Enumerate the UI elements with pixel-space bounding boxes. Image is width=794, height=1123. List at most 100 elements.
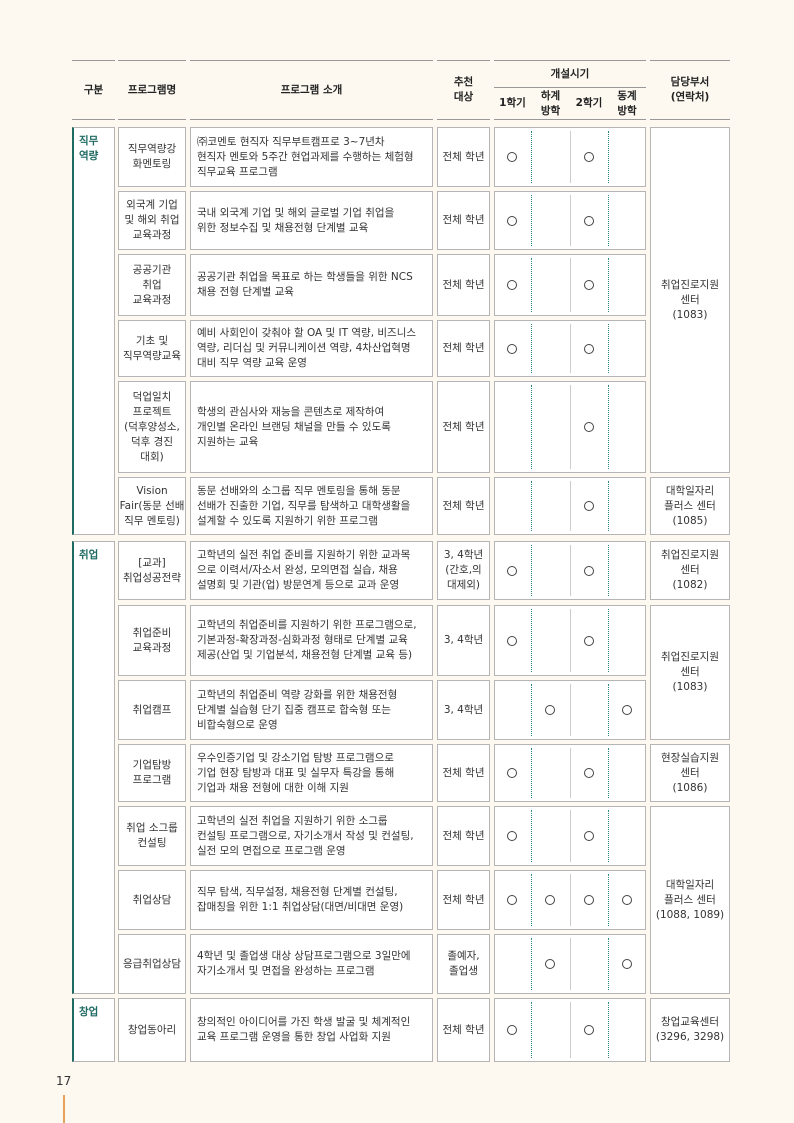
divider <box>608 748 609 798</box>
schedule-mark <box>622 705 632 715</box>
divider <box>570 545 571 596</box>
program-intro: 공공기관 취업을 목표로 하는 학생들을 위한 NCS 채용 전형 단계별 교육 <box>190 254 433 316</box>
program-intro: 직무 탐색, 직무설정, 채용전형 단계별 컨설팅, 잡매칭을 위한 1:1 취… <box>190 870 433 930</box>
program-intro: 4학년 및 졸업생 대상 상담프로그램으로 3일만에 자기소개서 및 면접을 완… <box>190 934 433 994</box>
divider <box>608 684 609 736</box>
header-term: 2학기 <box>570 88 608 120</box>
divider <box>608 131 609 183</box>
divider <box>531 874 532 926</box>
program-name: 취업캠프 <box>118 680 186 740</box>
header-target: 추천 대상 <box>437 60 490 120</box>
program-intro: 고학년의 실전 취업 준비를 지원하기 위한 교과목 으로 이력서/자소서 완성… <box>190 541 433 600</box>
schedule-mark <box>584 1025 594 1035</box>
divider <box>570 1002 571 1058</box>
divider <box>570 385 571 469</box>
program-name: 기초 및 직무역량교육 <box>118 320 186 377</box>
program-name: 외국계 기업 및 해외 취업 교육과정 <box>118 191 186 250</box>
schedule-mark <box>507 895 517 905</box>
program-target: 전체 학년 <box>437 806 490 866</box>
program-target: 전체 학년 <box>437 320 490 377</box>
program-name: 직무역량강 화멘토링 <box>118 127 186 187</box>
divider <box>531 324 532 373</box>
program-intro: 예비 사회인이 갖춰야 할 OA 및 IT 역량, 비즈니스 역량, 리더십 및… <box>190 320 433 377</box>
schedule-mark <box>545 959 555 969</box>
dept: 대학일자리 플러스 센터 (1088, 1089) <box>650 806 730 994</box>
program-target: 전체 학년 <box>437 254 490 316</box>
program-target: 졸예자, 졸업생 <box>437 934 490 994</box>
program-target: 3, 4학년 <box>437 605 490 676</box>
program-intro: 국내 외국계 기업 및 해외 글로벌 기업 취업을 위한 정보수집 및 채용전형… <box>190 191 433 250</box>
divider <box>608 545 609 596</box>
program-intro: 창의적인 아이디어를 가진 학생 발굴 및 체계적인 교육 프로그램 운영을 통… <box>190 998 433 1062</box>
divider <box>531 748 532 798</box>
category: 창업 <box>72 998 115 1062</box>
category: 취업 <box>72 541 115 994</box>
program-target: 전체 학년 <box>437 998 490 1062</box>
program-name: 취업상담 <box>118 870 186 930</box>
divider <box>570 481 571 531</box>
divider <box>570 324 571 373</box>
schedule-mark <box>584 152 594 162</box>
schedule-mark <box>507 768 517 778</box>
divider <box>608 874 609 926</box>
schedule-mark <box>507 635 517 646</box>
program-name: 기업탐방 프로그램 <box>118 744 186 802</box>
program-intro: 고학년의 취업준비 역량 강화를 위한 채용전형 단계별 실습형 단기 집중 캠… <box>190 680 433 740</box>
page-number: 17 <box>56 1074 72 1088</box>
divider <box>531 195 532 246</box>
divider <box>531 938 532 990</box>
schedule-mark <box>584 501 594 511</box>
schedule-mark <box>584 280 594 290</box>
schedule-mark <box>507 215 517 226</box>
schedule-mark <box>507 565 517 576</box>
header-term: 동계 방학 <box>608 88 646 120</box>
dept: 현장실습지원 센터 (1086) <box>650 744 730 802</box>
program-intro: 우수인증기업 및 강소기업 탐방 프로그램으로 기업 현장 탐방과 대표 및 실… <box>190 744 433 802</box>
divider <box>570 938 571 990</box>
header-term: 하계 방학 <box>531 88 570 120</box>
schedule-mark <box>584 895 594 905</box>
divider <box>608 324 609 373</box>
schedule-mark <box>545 895 555 905</box>
schedule-mark <box>507 152 517 162</box>
divider <box>531 810 532 862</box>
header-period: 개설시기 <box>494 60 646 88</box>
divider <box>570 609 571 672</box>
program-target: 전체 학년 <box>437 127 490 187</box>
schedule-mark <box>622 959 632 969</box>
program-name: 덕업일치 프로젝트 (덕후양성소, 덕후 경진 대회) <box>118 381 186 473</box>
category: 직무 역량 <box>72 127 115 535</box>
program-name: 취업준비 교육과정 <box>118 605 186 676</box>
program-name: 공공기관 취업 교육과정 <box>118 254 186 316</box>
program-target: 3, 4학년 <box>437 680 490 740</box>
dept: 취업진로지원 센터 (1082) <box>650 541 730 600</box>
header-category: 구분 <box>72 60 115 120</box>
program-target: 전체 학년 <box>437 870 490 930</box>
divider <box>531 545 532 596</box>
divider <box>531 1002 532 1058</box>
divider <box>531 385 532 469</box>
program-name: 창업동아리 <box>118 998 186 1062</box>
header-dept: 담당부서 (연락처) <box>650 60 730 120</box>
program-name: Vision Fair(동문 선배 직무 멘토링) <box>118 477 186 535</box>
schedule-mark <box>545 705 555 715</box>
schedule-mark <box>507 831 517 841</box>
program-target: 전체 학년 <box>437 381 490 473</box>
divider <box>570 195 571 246</box>
dept: 대학일자리 플러스 센터 (1085) <box>650 477 730 535</box>
program-target: 전체 학년 <box>437 191 490 250</box>
divider <box>570 748 571 798</box>
divider <box>531 609 532 672</box>
schedule-mark <box>584 343 594 354</box>
program-target: 3, 4학년 (간호,의 대제외) <box>437 541 490 600</box>
schedule-mark <box>584 215 594 226</box>
program-target: 전체 학년 <box>437 477 490 535</box>
page-accent <box>63 1095 65 1123</box>
program-intro: 동문 선배와의 소그룹 직무 멘토링을 통해 동문 선배가 진출한 기업, 직무… <box>190 477 433 535</box>
schedule-mark <box>507 280 517 290</box>
dept: 창업교육센터 (3296, 3298) <box>650 998 730 1062</box>
schedule-mark <box>584 422 594 432</box>
divider <box>608 1002 609 1058</box>
divider <box>608 938 609 990</box>
